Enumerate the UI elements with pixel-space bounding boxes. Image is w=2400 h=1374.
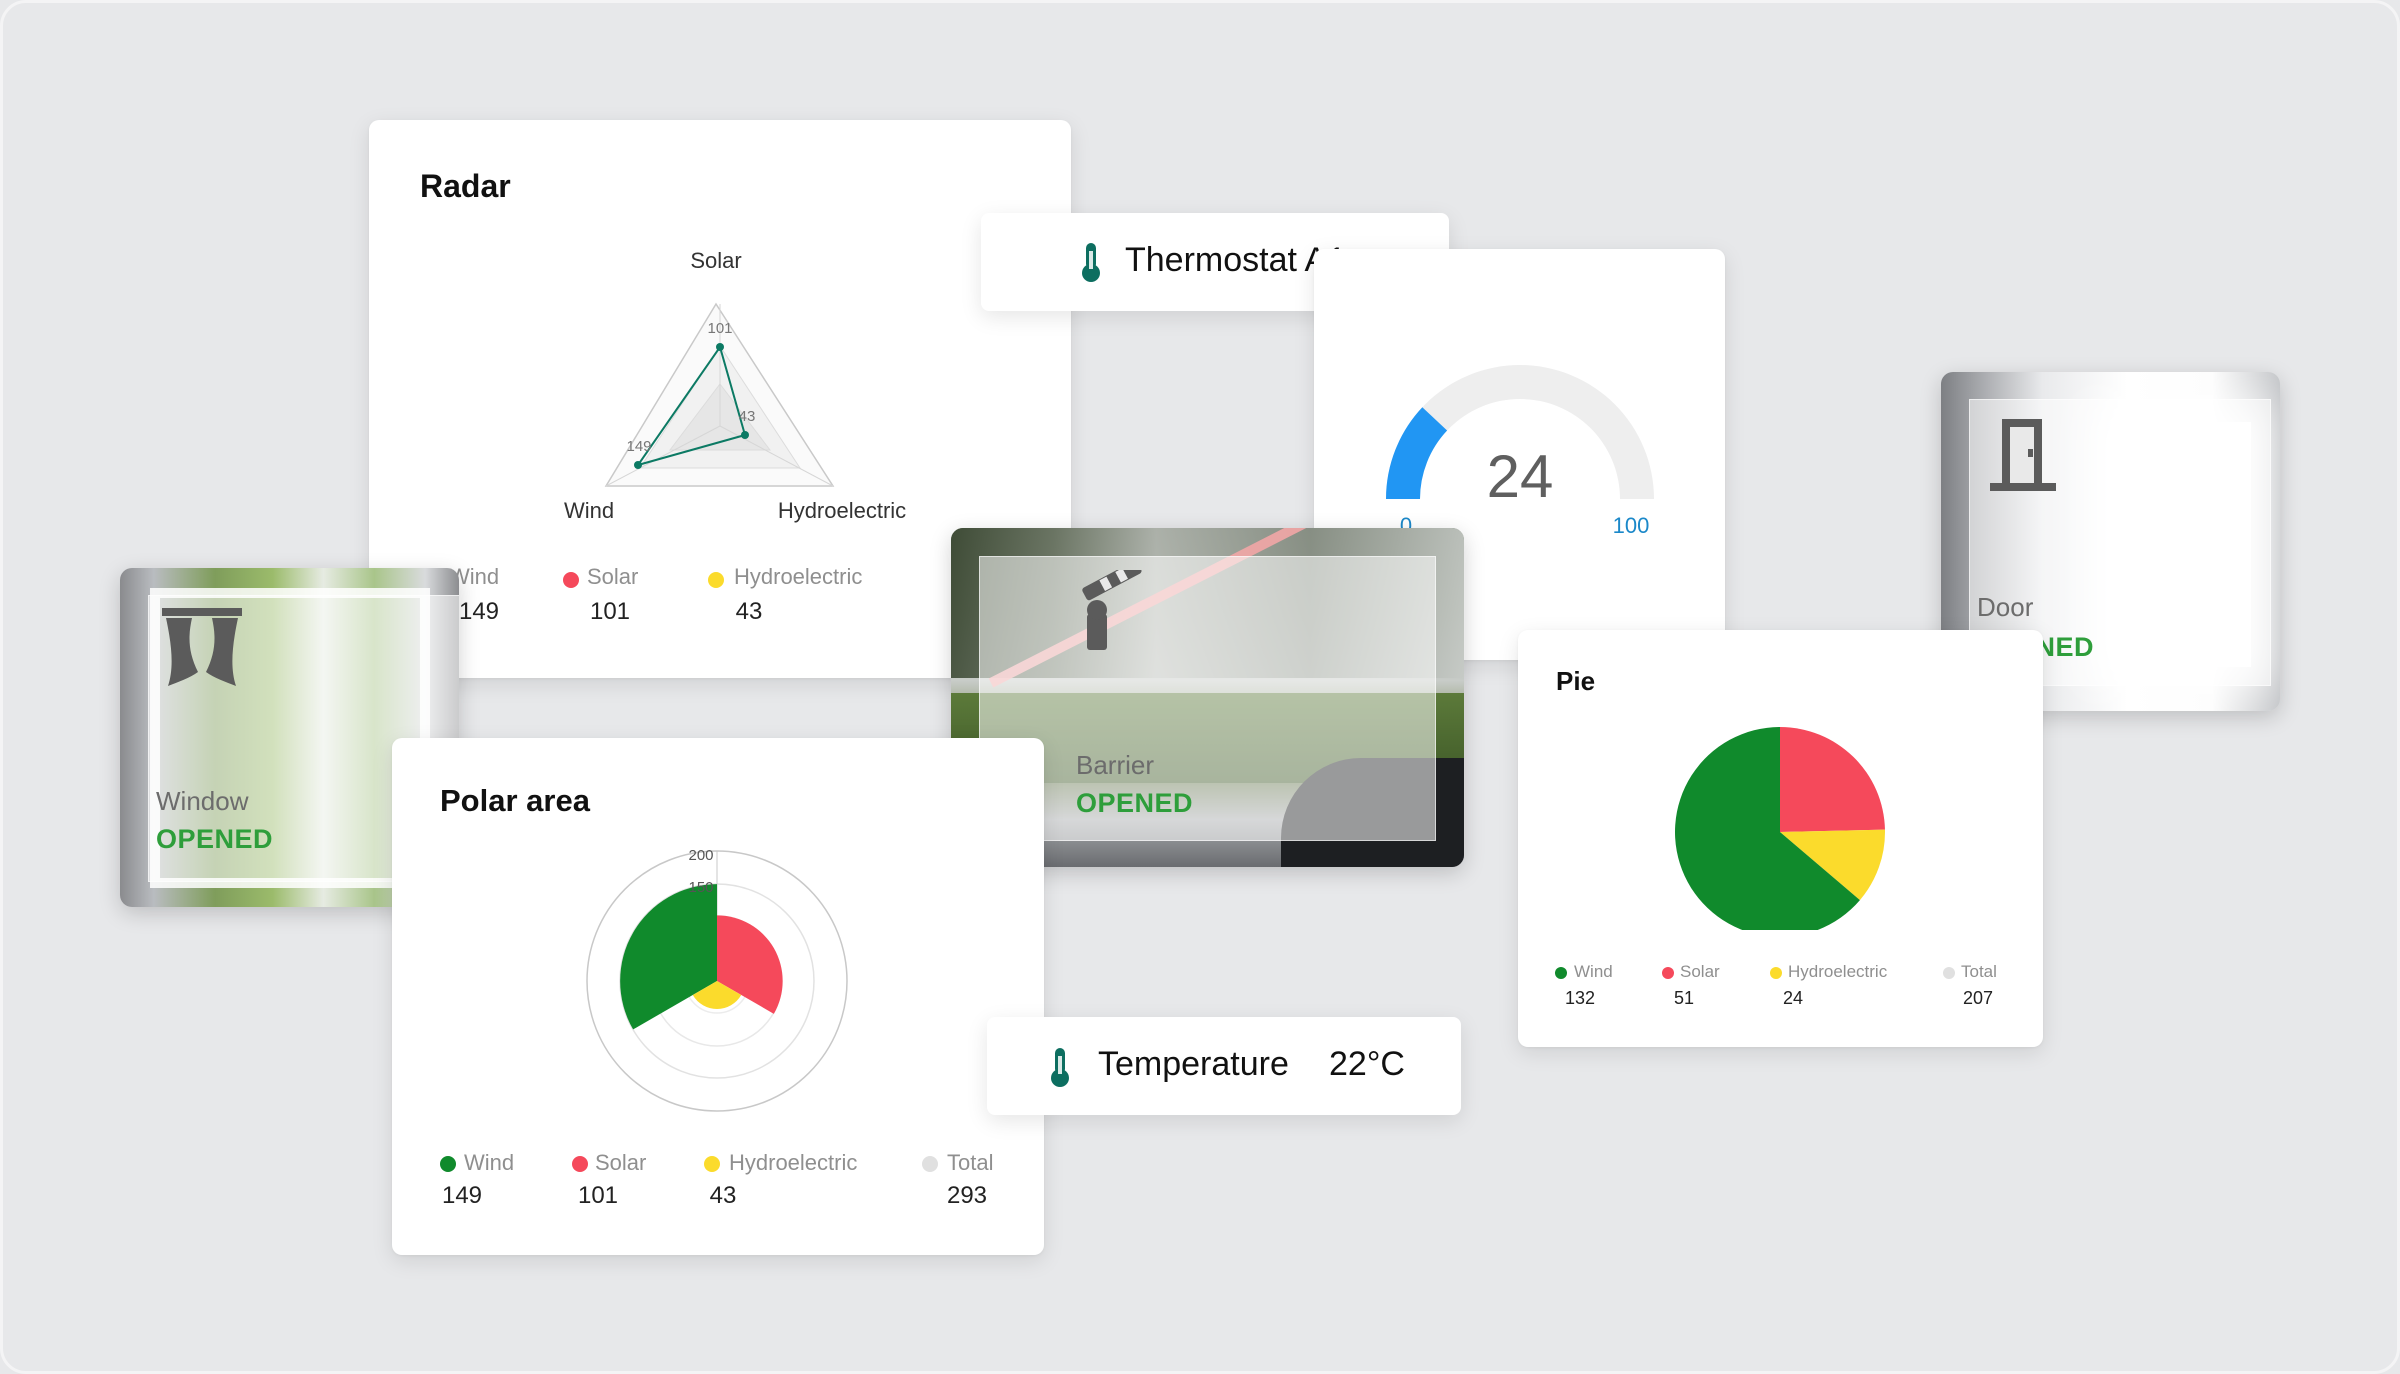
legend-dot-hydro	[704, 1156, 720, 1172]
polar-sector-hydroelectric	[692, 981, 742, 1009]
polar-sector-wind	[620, 884, 717, 1030]
door-name: Door	[1977, 592, 2034, 622]
radar-axis-solar: Solar	[690, 248, 741, 273]
polar-scale-200: 200	[688, 847, 713, 864]
radar-axis-wind: Wind	[564, 498, 614, 523]
temperature-label: Temperature	[1098, 1045, 1289, 1083]
legend-value-wind: 149	[441, 1182, 483, 1209]
legend-value-wind: 149	[458, 598, 500, 625]
legend-value-solar: 101	[589, 598, 631, 625]
radar-card-title: Radar	[420, 168, 511, 204]
gauge-max: 100	[1613, 513, 1650, 538]
radar-chart: Solar Hydroelectric Wind 101 43 149	[564, 248, 906, 523]
pie-slice-solar	[1780, 727, 1885, 832]
thermostat-title: Thermostat A1	[1125, 241, 1347, 279]
radar-card: Radar Solar Hydroelectric Wind 101 43 14…	[369, 120, 1071, 678]
legend-dot-wind	[440, 1156, 456, 1172]
radar-spoke-wind	[605, 425, 721, 487]
window-status: OPENED	[156, 824, 274, 854]
legend-label-total: Total	[947, 1150, 994, 1175]
legend-dot-hydro	[1770, 967, 1782, 979]
legend-label-wind: Wind	[1574, 962, 1613, 981]
radar-point-hydro	[741, 431, 749, 439]
radar-point-solar	[716, 343, 724, 351]
pie-card-title: Pie	[1556, 666, 1596, 696]
pie-chart	[1675, 727, 1885, 930]
barrier-name: Barrier	[1076, 750, 1155, 780]
polar-area-card: Polar area 200 150 Wind 149 Solar 101 Hy…	[392, 738, 1044, 1255]
temperature-card[interactable]: Temperature 22°C	[987, 1017, 1461, 1115]
legend-dot-solar	[563, 572, 579, 588]
legend-value-hydro: 43	[709, 1182, 737, 1209]
legend-label-solar: Solar	[1680, 962, 1720, 981]
legend-value-solar: 101	[577, 1182, 619, 1209]
legend-value-hydro: 43	[735, 598, 763, 625]
legend-value-solar: 51	[1673, 988, 1695, 1008]
window-name: Window	[156, 786, 249, 816]
gauge-chart: 24 0 100	[1386, 365, 1654, 538]
legend-label-solar: Solar	[595, 1150, 647, 1175]
legend-label-wind: Wind	[464, 1150, 515, 1175]
barrier-glass-panel	[979, 556, 1436, 841]
radar-point-label-solar: 101	[707, 320, 732, 337]
legend-label-hydro: Hydroelectric	[734, 564, 863, 589]
legend-dot-total	[922, 1156, 938, 1172]
barrier-status: OPENED	[1076, 788, 1194, 818]
thermometer-icon	[1082, 243, 1100, 282]
legend-label-hydro: Hydroelectric	[1788, 962, 1888, 981]
gauge-value: 24	[1487, 443, 1554, 510]
legend-dot-hydro	[708, 572, 724, 588]
polar-area-chart: 200 150	[586, 847, 848, 1112]
pie-slice-wind	[1675, 727, 1860, 930]
radar-point-label-hydro: 43	[739, 408, 756, 425]
barrier-icon	[1082, 570, 1142, 650]
legend-value-total: 293	[946, 1182, 988, 1209]
gauge-fill	[1386, 407, 1448, 499]
pie-slice-hydroelectric	[1780, 829, 1885, 901]
door-device-card[interactable]: Door OPENED	[1941, 372, 2280, 711]
legend-label-hydro: Hydroelectric	[729, 1150, 858, 1175]
radar-data-polygon	[635, 344, 747, 467]
radar-point-wind	[634, 461, 642, 469]
door-icon	[1990, 419, 2056, 491]
legend-dot-solar	[572, 1156, 588, 1172]
pie-card: Pie Wind 132 Solar 51 Hydroelectric 24 T…	[1518, 630, 2043, 1047]
temperature-value: 22°C	[1329, 1045, 1405, 1083]
legend-dot-solar	[1662, 967, 1674, 979]
legend-dot-total	[1943, 967, 1955, 979]
radar-axis-hydro: Hydroelectric	[778, 498, 906, 523]
legend-dot-wind	[1555, 967, 1567, 979]
gauge-track	[1386, 365, 1654, 499]
thermometer-icon	[1051, 1048, 1069, 1087]
legend-value-total: 207	[1962, 988, 1994, 1008]
legend-value-hydro: 24	[1782, 988, 1804, 1008]
legend-label-solar: Solar	[587, 564, 639, 589]
polar-card-title: Polar area	[440, 783, 590, 818]
curtains-icon	[162, 608, 242, 686]
polar-scale-150: 150	[688, 879, 713, 896]
legend-value-wind: 132	[1564, 988, 1596, 1008]
polar-sector-solar	[717, 915, 783, 1014]
radar-point-label-wind: 149	[626, 438, 651, 455]
legend-label-total: Total	[1961, 962, 1997, 981]
